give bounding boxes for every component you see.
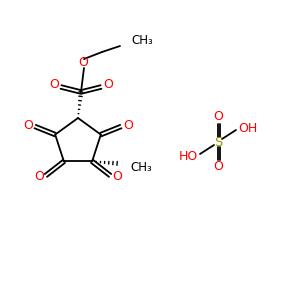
Text: O: O: [34, 170, 44, 183]
Text: O: O: [123, 119, 133, 132]
Text: O: O: [49, 79, 59, 92]
Text: CH₃: CH₃: [130, 161, 152, 174]
Text: S: S: [214, 136, 222, 148]
Text: O: O: [213, 160, 223, 173]
Text: O: O: [213, 110, 223, 124]
Text: O: O: [112, 170, 122, 183]
Text: O: O: [78, 56, 88, 70]
Text: O: O: [23, 119, 33, 132]
Text: CH₃: CH₃: [131, 34, 153, 47]
Text: OH: OH: [238, 122, 258, 134]
Text: HO: HO: [178, 149, 198, 163]
Text: O: O: [103, 79, 113, 92]
